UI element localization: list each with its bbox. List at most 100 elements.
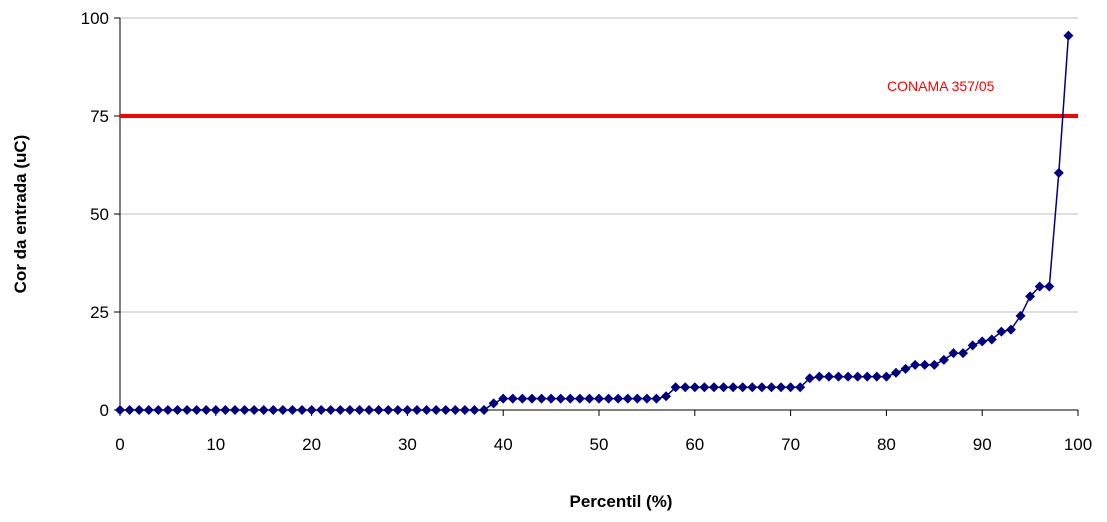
data-point	[239, 405, 250, 415]
data-point	[574, 393, 585, 404]
data-point	[392, 405, 403, 415]
data-point	[785, 382, 796, 393]
data-point	[814, 371, 825, 382]
data-point	[756, 382, 767, 393]
data-point	[632, 393, 643, 404]
data-point	[411, 405, 422, 415]
data-point	[948, 348, 959, 359]
data-point	[852, 371, 863, 382]
data-point	[143, 405, 154, 415]
x-tick-label: 100	[1064, 435, 1092, 454]
data-point	[1005, 324, 1016, 335]
data-point	[670, 382, 681, 393]
data-point	[1015, 310, 1026, 321]
x-tick-label: 70	[781, 435, 800, 454]
data-point	[172, 405, 183, 415]
y-axis-title: Cor da entrada (uC)	[11, 135, 30, 294]
data-point	[268, 405, 279, 415]
data-point	[1063, 30, 1074, 41]
data-point	[919, 359, 930, 370]
data-point	[421, 405, 432, 415]
data-point	[871, 371, 882, 382]
data-point	[469, 405, 480, 415]
data-point	[622, 393, 633, 404]
data-point	[967, 340, 978, 351]
data-point	[517, 393, 528, 404]
data-point	[201, 405, 212, 415]
data-point	[182, 405, 193, 415]
data-point	[450, 405, 461, 415]
data-point	[354, 405, 365, 415]
x-tick-label: 50	[590, 435, 609, 454]
x-tick-labels: 0 10 20 30 40 50 60 70 80 90 100	[115, 435, 1092, 454]
data-point	[661, 391, 672, 402]
data-point	[766, 382, 777, 393]
data-point	[890, 367, 901, 378]
x-tick-label: 80	[877, 435, 896, 454]
data-point	[938, 354, 949, 365]
data-point	[220, 405, 231, 415]
data-point	[210, 405, 221, 415]
x-tick-label: 60	[685, 435, 704, 454]
data-point	[910, 359, 921, 370]
data-point	[316, 405, 327, 415]
data-point	[718, 382, 729, 393]
y-tick-label: 25	[90, 303, 109, 322]
data-point	[929, 359, 940, 370]
data-point	[881, 371, 892, 382]
data-point	[958, 348, 969, 359]
data-point	[1034, 281, 1045, 292]
data-point	[383, 405, 394, 415]
data-point	[479, 405, 490, 415]
data-point	[584, 393, 595, 404]
data-point	[977, 336, 988, 347]
data-point	[191, 405, 202, 415]
y-tick-label: 75	[90, 107, 109, 126]
x-axis-title: Percentil (%)	[570, 492, 673, 511]
data-point	[900, 363, 911, 374]
x-tick-label: 10	[206, 435, 225, 454]
reference-line-group: CONAMA 357/05	[120, 78, 1078, 118]
data-point	[249, 405, 260, 415]
data-point	[134, 405, 145, 415]
data-point	[306, 405, 317, 415]
data-point	[402, 405, 413, 415]
data-point	[613, 393, 624, 404]
data-point	[708, 382, 719, 393]
data-point	[124, 405, 135, 415]
y-tick-label: 100	[81, 9, 109, 28]
data-point	[843, 371, 854, 382]
data-point	[325, 405, 336, 415]
y-tick-label: 50	[90, 205, 109, 224]
data-point	[335, 405, 346, 415]
data-point	[431, 405, 442, 415]
x-tick-label: 90	[973, 435, 992, 454]
data-point	[603, 393, 614, 404]
data-point	[1044, 281, 1055, 292]
data-point	[804, 373, 815, 384]
data-point	[526, 393, 537, 404]
data-point	[287, 405, 298, 415]
data-point	[488, 398, 499, 409]
data-point	[507, 393, 518, 404]
y-tick-labels: 0 25 50 75 100	[81, 9, 109, 420]
reference-line-label: CONAMA 357/05	[887, 78, 995, 94]
data-point	[776, 382, 787, 393]
data-point	[565, 393, 576, 404]
data-point	[546, 393, 557, 404]
data-point	[689, 382, 700, 393]
x-tick-label: 40	[494, 435, 513, 454]
data-point	[680, 382, 691, 393]
x-tick-label: 0	[115, 435, 124, 454]
data-point	[651, 393, 662, 404]
data-point	[258, 405, 269, 415]
data-point	[795, 382, 806, 393]
data-point	[862, 371, 873, 382]
data-point	[747, 382, 758, 393]
data-point	[536, 393, 547, 404]
data-series	[115, 30, 1074, 415]
data-point	[594, 393, 604, 404]
data-point	[364, 405, 375, 415]
data-point	[737, 382, 748, 393]
